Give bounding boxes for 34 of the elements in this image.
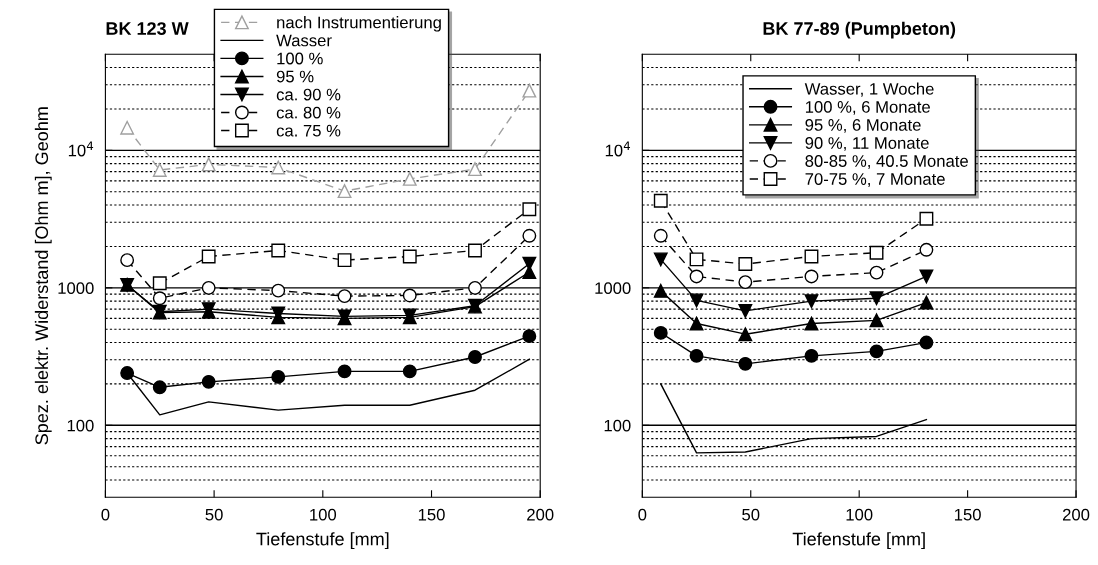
- legend-label: ca. 90 %: [276, 88, 341, 101]
- y-tick-label: 100: [67, 419, 94, 432]
- x-tick-label: 50: [742, 508, 760, 521]
- y-tick-label: 100: [604, 419, 631, 432]
- x-tick-label: 100: [310, 508, 337, 521]
- legend-label: 80-85 %, 40.5 Monate: [805, 155, 968, 169]
- y-tick-label: 1000: [58, 282, 94, 295]
- legend-label: Wasser, 1 Woche: [804, 82, 934, 97]
- y-axis-title: Spez. elektr. Widerstand [Ohm m], Geohm: [34, 107, 52, 445]
- y-tick-label: 10$^{4}$: [68, 141, 94, 157]
- x-tick-label: 150: [418, 508, 445, 521]
- x-tick-label: 50: [205, 508, 223, 521]
- x-axis-title: Tiefenstufe [mm]: [792, 532, 925, 550]
- legend-label: 95 %, 6 Monate: [805, 119, 921, 133]
- legend-label: 100 %: [277, 52, 323, 65]
- legend-label: 90 %, 11 Monate: [805, 137, 929, 151]
- x-tick-label: 200: [1062, 508, 1090, 521]
- x-tick-label: 150: [954, 508, 981, 521]
- legend-label: 70-75 %, 7 Monate: [805, 173, 945, 187]
- legend-label: 95 %: [276, 70, 314, 83]
- x-tick-label: 200: [527, 508, 554, 521]
- legend-label: 100 %, 6 Monate: [805, 101, 930, 115]
- y-tick-label: 10$^{4}$: [605, 141, 631, 157]
- y-tick-label: 1000: [595, 282, 631, 295]
- chart-title: BK 77-89 (Pumpbeton): [763, 21, 956, 39]
- x-tick-label: 0: [638, 508, 647, 521]
- x-tick-label: 0: [101, 508, 110, 521]
- legend-label: nach Instrumentierung: [277, 16, 441, 32]
- x-tick-label: 100: [846, 508, 873, 521]
- chart-title: BK 123 W: [106, 22, 189, 35]
- x-axis-title: Tiefenstufe [mm]: [256, 532, 389, 550]
- legend-label: ca. 75 %: [276, 124, 341, 137]
- legend-label: Wasser: [276, 34, 332, 47]
- legend-label: ca. 80 %: [276, 106, 341, 119]
